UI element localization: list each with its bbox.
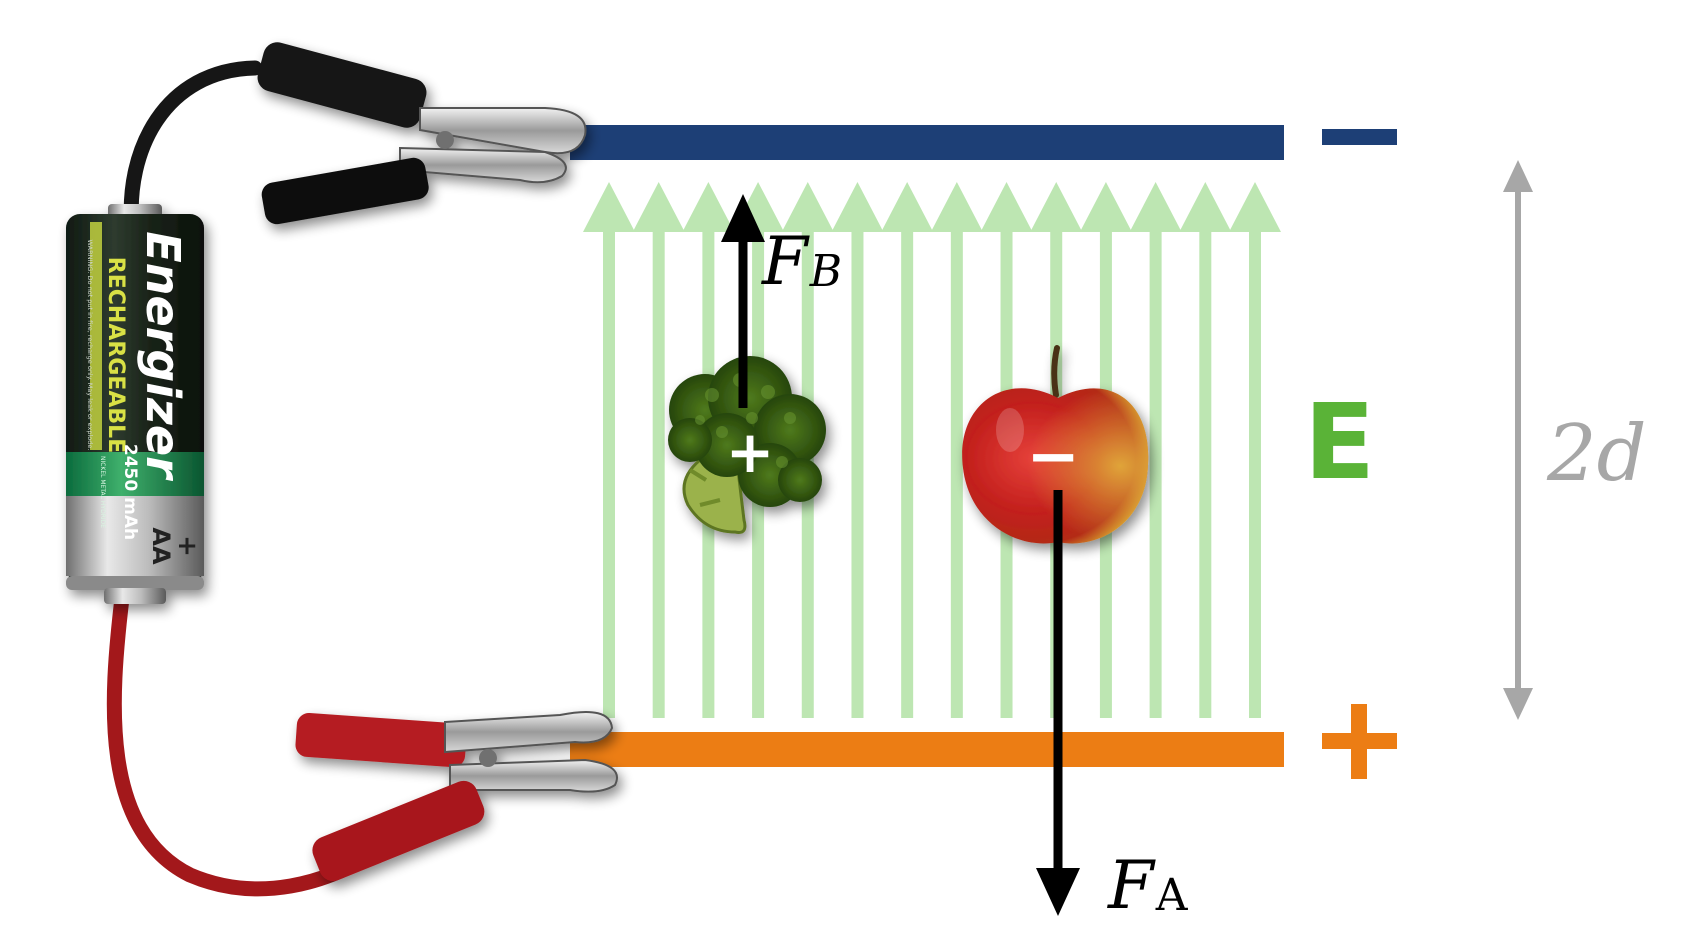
negative-sign-icon	[1322, 129, 1397, 145]
battery-warning-label: WARNING: Do not put in fire, recharge on…	[86, 240, 94, 451]
battery-chemistry-label: NICKEL METAL HYDRIDE	[99, 456, 106, 528]
negative-plate	[570, 125, 1284, 160]
field-arrow	[1179, 182, 1232, 718]
field-label: E	[1304, 381, 1375, 503]
force-b-label: FB	[761, 223, 842, 300]
aa-battery: Energizer RECHARGEABLE WARNING: Do not p…	[66, 204, 204, 604]
field-arrow	[583, 182, 635, 718]
electric-field-arrows	[583, 182, 1281, 718]
field-arrow	[881, 182, 934, 718]
field-arrow	[930, 182, 983, 718]
field-arrow	[1229, 182, 1281, 718]
battery-subtitle-label: RECHARGEABLE	[103, 257, 128, 453]
positive-sign-icon	[1322, 704, 1397, 779]
separation-label: 2d	[1546, 409, 1647, 499]
broccoli-image	[668, 356, 826, 534]
apple-charge-label: −	[1026, 420, 1080, 494]
force-a-label: FA	[1107, 847, 1189, 924]
force-b-arrow-icon	[721, 194, 765, 408]
red-wire	[106, 590, 373, 897]
force-b-symbol: F	[761, 223, 810, 300]
black-wire	[123, 60, 263, 236]
field-arrow	[632, 182, 685, 718]
black-alligator-clip	[257, 42, 587, 225]
positive-plate	[570, 732, 1284, 767]
apple-image	[962, 345, 1149, 544]
battery-brand-label: Energizer	[136, 231, 190, 482]
force-b-subscript: B	[809, 246, 842, 297]
broccoli-charge-label: +	[726, 418, 775, 486]
battery-capacity-label: 2450 mAh	[120, 444, 140, 540]
force-a-subscript: A	[1155, 870, 1189, 921]
separation-dimension-arrow-icon	[1503, 160, 1533, 720]
red-alligator-clip	[295, 711, 618, 881]
force-a-arrow-icon	[1036, 490, 1080, 916]
force-a-symbol: F	[1107, 847, 1156, 924]
field-arrow	[1129, 182, 1182, 718]
field-arrow	[831, 182, 884, 718]
battery-terminal-label: +	[172, 535, 202, 557]
battery-size-label: AA	[147, 527, 175, 565]
